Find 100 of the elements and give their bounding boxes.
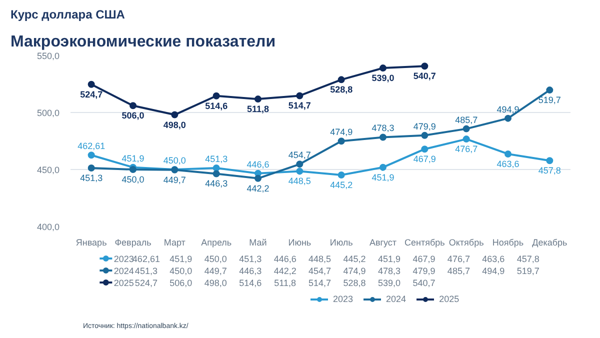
legend-label: 2025	[114, 278, 134, 288]
data-label: 446,6	[246, 159, 270, 170]
point	[212, 170, 220, 178]
y-tick-label: 500,0	[36, 108, 60, 118]
data-label: 514,6	[205, 100, 228, 111]
point	[296, 160, 304, 168]
data-label: 449,7	[163, 174, 186, 185]
text: 442,2	[274, 266, 296, 276]
point	[380, 64, 386, 72]
text: 454,7	[308, 266, 332, 276]
point	[421, 146, 428, 153]
data-label: 514,7	[288, 100, 311, 111]
point	[88, 164, 95, 172]
point	[212, 92, 220, 100]
data-label: 478,3	[372, 123, 394, 134]
data-label: 479,9	[413, 121, 436, 132]
data-label: 442,2	[246, 183, 270, 194]
text: 446,3	[239, 266, 262, 276]
y-tick-label: 450,0	[36, 165, 60, 175]
text: 476,7	[447, 254, 470, 264]
text: 506,0	[170, 278, 192, 288]
point	[462, 125, 470, 132]
data-label: 476,7	[455, 144, 478, 154]
x-tick-label: Июнь	[288, 238, 312, 248]
point	[380, 134, 386, 141]
point	[88, 80, 95, 88]
chart-title: Макроэкономические показатели	[10, 34, 276, 50]
point	[254, 174, 262, 182]
point	[296, 92, 304, 100]
y-tick-label: 550,0	[36, 51, 60, 61]
text: 514,6	[239, 278, 262, 288]
data-label: 457,8	[538, 166, 561, 176]
data-label: 454,7	[288, 150, 311, 160]
data-label: 498,0	[163, 120, 186, 130]
text: 462,61	[132, 254, 160, 264]
text: 474,9	[343, 266, 366, 276]
data-label: 485,7	[455, 114, 478, 125]
point	[546, 86, 554, 94]
text: 451,3	[134, 266, 158, 276]
text: 450,0	[170, 266, 192, 276]
point	[171, 111, 178, 118]
text: 451,3	[239, 254, 262, 264]
point	[338, 171, 345, 178]
point	[546, 157, 554, 164]
text: 448,5	[308, 254, 332, 264]
data-label: 463,6	[496, 158, 520, 169]
text: 511,8	[274, 278, 296, 288]
point	[88, 152, 95, 159]
point	[296, 168, 304, 175]
text: 514,7	[308, 278, 332, 288]
text: 450,0	[204, 254, 227, 264]
text: 457,8	[516, 254, 540, 264]
point	[504, 114, 512, 122]
point	[421, 62, 428, 70]
x-tick-label: Февраль	[114, 238, 152, 248]
text: 446,6	[274, 254, 296, 264]
data-label: 462,61	[78, 141, 106, 152]
x-tick-label: Июль	[330, 238, 354, 248]
point	[380, 164, 386, 171]
x-tick-label: Ноябрь	[492, 238, 524, 248]
text: 2024	[386, 294, 406, 304]
text: 519,7	[516, 266, 540, 276]
legend-label: 2023	[114, 254, 134, 264]
x-tick-label: Октябрь	[448, 238, 484, 248]
text: 498,0	[204, 278, 227, 288]
text: 494,9	[482, 266, 505, 276]
point	[421, 132, 428, 139]
data-label: 451,9	[372, 172, 394, 182]
text: 451,9	[378, 254, 401, 264]
data-label: 540,7	[413, 71, 436, 82]
data-label: 539,0	[372, 73, 394, 84]
data-label: 474,9	[330, 127, 353, 138]
text: 2023	[333, 294, 354, 304]
text: 540,7	[412, 278, 436, 288]
data-label: 519,7	[538, 95, 561, 106]
data-label: 451,9	[122, 153, 144, 164]
data-label: 524,7	[80, 89, 103, 100]
point	[130, 102, 136, 110]
text: 478,3	[378, 266, 401, 276]
data-label: 445,2	[330, 180, 353, 190]
data-label: 446,3	[205, 178, 228, 189]
text: 2025	[439, 294, 460, 304]
data-label: 450,0	[163, 156, 186, 166]
x-tick-label: Сентябрь	[404, 238, 446, 248]
text: 539,0	[378, 278, 401, 288]
x-tick-label: Апрель	[201, 238, 232, 248]
text: 528,8	[343, 278, 366, 288]
y-tick-label: 400,0	[36, 222, 60, 232]
text: 524,7	[134, 278, 158, 288]
legend-label: 2024	[114, 266, 134, 276]
data-label: 467,9	[413, 154, 436, 164]
point	[338, 76, 345, 84]
point	[462, 136, 470, 143]
data-label: 450,0	[122, 174, 144, 184]
text: 479,9	[412, 266, 436, 276]
text: 485,7	[447, 266, 470, 276]
x-tick-label: Август	[369, 238, 397, 248]
data-label: 528,8	[330, 84, 353, 95]
data-label: 448,5	[288, 176, 311, 186]
point	[254, 96, 262, 103]
